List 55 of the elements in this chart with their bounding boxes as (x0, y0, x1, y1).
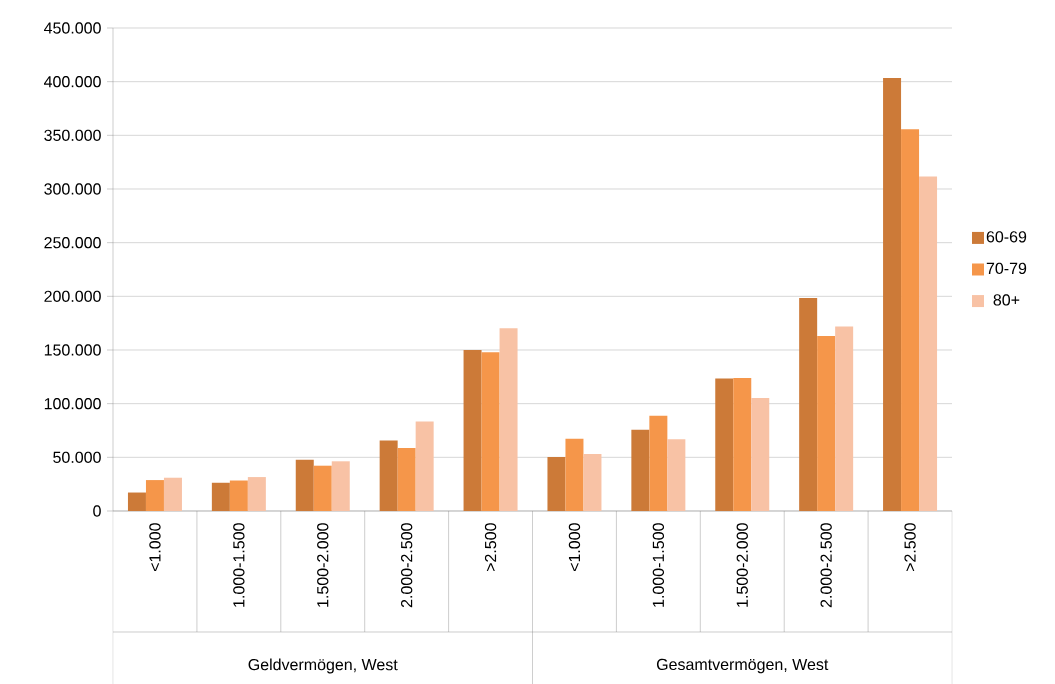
legend-label: 70-79 (986, 262, 1027, 274)
bar (379, 440, 398, 511)
bar (715, 378, 734, 511)
bar (127, 492, 146, 511)
bar (331, 461, 350, 511)
y-tick-label: 50.000 (53, 451, 101, 463)
text: Gesamtvermögen, West (656, 658, 829, 674)
legend-label: 80+ (993, 294, 1020, 306)
x-tick-label: 1.000-1.500 (233, 523, 245, 607)
bar (733, 378, 752, 511)
bar (649, 415, 668, 511)
x-tick-label: 1.000-1.500 (652, 523, 665, 607)
bar (817, 335, 836, 511)
bar (901, 129, 920, 511)
x-tick-label: <1.000 (149, 523, 161, 572)
bar (481, 352, 500, 511)
bar (631, 429, 650, 511)
bar (883, 77, 902, 511)
x-tick-label: 1.500-2.000 (317, 523, 329, 607)
y-tick-label: 250.000 (44, 236, 101, 249)
bar (565, 438, 584, 511)
bar (415, 421, 434, 511)
text: Geldvermögen, West (248, 658, 398, 674)
y-tick-label: 200.000 (44, 290, 101, 302)
x-tick-label: >2.500 (484, 523, 497, 572)
y-tick-label: 350.000 (44, 129, 101, 141)
x-tick-label: 1.500-2.000 (736, 523, 748, 607)
bar (799, 297, 818, 511)
x-tick-label: 2.000-2.500 (401, 523, 413, 608)
bar (211, 482, 230, 511)
bar (229, 480, 248, 511)
bar (145, 479, 164, 511)
x-tick-label: 2.000-2.500 (820, 523, 832, 608)
bar (547, 456, 566, 511)
y-tick-label: 0 (93, 505, 101, 517)
bar (919, 176, 938, 511)
bar (667, 439, 686, 511)
bar (751, 397, 770, 511)
y-tick-label: 450.000 (44, 22, 101, 34)
legend-label: 60-69 (986, 231, 1027, 243)
y-tick-label: 150.000 (44, 344, 101, 356)
bar (397, 447, 416, 511)
bar (499, 328, 518, 511)
bar (295, 459, 314, 511)
y-tick-label: 300.000 (44, 183, 101, 195)
y-tick-label: 100.000 (44, 397, 101, 410)
bar (463, 349, 482, 511)
y-tick-label: 400.000 (44, 75, 101, 88)
bar (583, 453, 602, 511)
bar (313, 465, 332, 511)
bar (163, 477, 182, 511)
bar (247, 476, 266, 511)
x-tick-label: >2.500 (904, 523, 916, 572)
bar (835, 326, 854, 511)
x-tick-label: <1.000 (568, 523, 581, 572)
